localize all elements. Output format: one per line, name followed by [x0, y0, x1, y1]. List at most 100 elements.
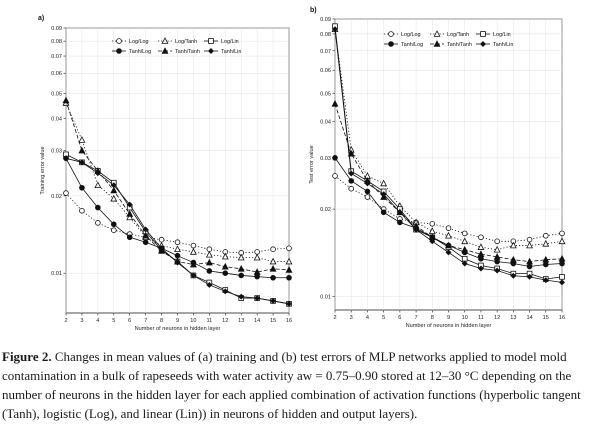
data-point — [558, 254, 566, 262]
data-point — [205, 250, 213, 258]
y-tick-label: 0.01 — [51, 271, 62, 277]
y-tick-label: 0.08 — [320, 32, 331, 38]
data-point — [270, 297, 277, 304]
data-point — [206, 281, 213, 288]
y-tick-label: 0.03 — [51, 149, 62, 155]
data-point — [78, 136, 86, 143]
chart-panel-b: b) 0.01 0.02 0.03 0.04 0.05 0.06 0.07 0.08 0.09 2 3… — [309, 7, 566, 329]
legend-label: Tanh/Lin — [221, 49, 241, 55]
x-tick-label: 5 — [112, 318, 115, 324]
legend-label: Log/Tanh — [447, 32, 469, 38]
legend-marker — [480, 41, 486, 47]
data-point — [509, 241, 517, 249]
y-tick-label: 0.03 — [320, 156, 331, 162]
series-tanh-lin — [332, 26, 565, 286]
y-tick-label: 0.01 — [320, 295, 331, 301]
legend-label: Tanh/Log — [401, 42, 423, 48]
data-point — [190, 242, 197, 249]
legend-marker — [161, 37, 169, 44]
data-point — [205, 258, 213, 266]
x-tick-label: 14 — [254, 318, 260, 324]
data-point — [494, 258, 500, 265]
data-point — [126, 213, 134, 221]
data-point — [269, 264, 277, 272]
data-point — [478, 255, 484, 262]
data-point — [237, 253, 245, 261]
data-point — [254, 295, 261, 302]
y-axis-label: Test error value — [309, 145, 315, 184]
data-point — [174, 239, 181, 246]
data-point — [174, 245, 181, 252]
legend-marker — [433, 40, 441, 47]
y-tick-label: 0.04 — [320, 119, 331, 125]
legend-marker — [161, 47, 169, 54]
x-tick-label: 6 — [398, 315, 401, 321]
legend-marker — [388, 41, 394, 47]
legend-label: Tanh/Log — [129, 49, 151, 55]
y-tick-label: 0.06 — [320, 68, 331, 74]
legend-marker — [480, 31, 486, 37]
legend-label: Log/Lin — [221, 39, 239, 45]
data-point — [332, 173, 338, 179]
data-point — [190, 272, 197, 279]
x-axis-label: Number of neurons in hidden layer — [406, 323, 492, 329]
data-point — [494, 267, 501, 274]
data-point — [478, 234, 484, 241]
data-point — [174, 259, 181, 266]
y-axis: 0.01 0.02 0.03 0.04 0.05 0.06 0.07 0.08 0.09 — [320, 17, 335, 301]
x-tick-label: 12 — [494, 315, 500, 321]
data-point — [206, 268, 213, 274]
x-tick-label: 8 — [160, 318, 163, 324]
x-tick-label: 15 — [270, 318, 276, 324]
x-tick-label: 7 — [144, 318, 147, 324]
data-point — [79, 207, 85, 214]
data-point — [142, 231, 150, 239]
legend-marker — [116, 38, 122, 44]
data-point — [110, 182, 117, 189]
data-point — [332, 155, 338, 161]
data-point — [95, 204, 101, 211]
panel-label: b) — [310, 7, 317, 14]
caption-text: Changes in mean values of (a) training a… — [2, 349, 581, 421]
data-point — [158, 245, 165, 252]
data-point — [78, 159, 85, 166]
legend-label: Tanh/Tanh — [175, 49, 200, 55]
data-point — [285, 266, 293, 273]
data-point — [477, 265, 484, 272]
data-point — [286, 245, 292, 252]
data-point — [189, 248, 197, 255]
data-point — [559, 274, 565, 280]
x-tick-label: 6 — [128, 318, 131, 324]
data-point — [380, 179, 388, 187]
data-point — [380, 209, 387, 216]
data-point — [510, 272, 517, 279]
x-tick-label: 5 — [382, 315, 385, 321]
x-axis: 2 3 4 5 6 7 8 9 10 11 12 13 14 15 16 — [64, 313, 292, 324]
data-point — [397, 219, 403, 226]
data-point — [222, 288, 229, 295]
data-point — [63, 190, 69, 196]
panel-label: a) — [38, 15, 44, 22]
data-point — [270, 274, 276, 281]
x-tick-label: 4 — [366, 315, 369, 321]
data-point — [254, 273, 260, 280]
caption-label: Figure 2. — [2, 349, 52, 364]
data-point — [94, 181, 102, 189]
x-tick-label: 7 — [415, 315, 418, 321]
x-tick-label: 2 — [333, 315, 336, 321]
data-point — [526, 273, 533, 280]
x-tick-label: 11 — [206, 318, 212, 324]
data-point — [542, 261, 549, 268]
data-point — [110, 194, 118, 202]
data-point — [477, 243, 485, 250]
data-point — [558, 237, 566, 245]
data-point — [542, 255, 550, 263]
data-point — [332, 26, 338, 33]
data-point — [493, 253, 501, 260]
data-point — [253, 253, 261, 261]
y-tick-label: 0.08 — [51, 39, 62, 45]
data-point — [237, 264, 245, 272]
legend-marker — [388, 31, 394, 37]
data-point — [62, 96, 70, 104]
data-point — [526, 241, 534, 249]
